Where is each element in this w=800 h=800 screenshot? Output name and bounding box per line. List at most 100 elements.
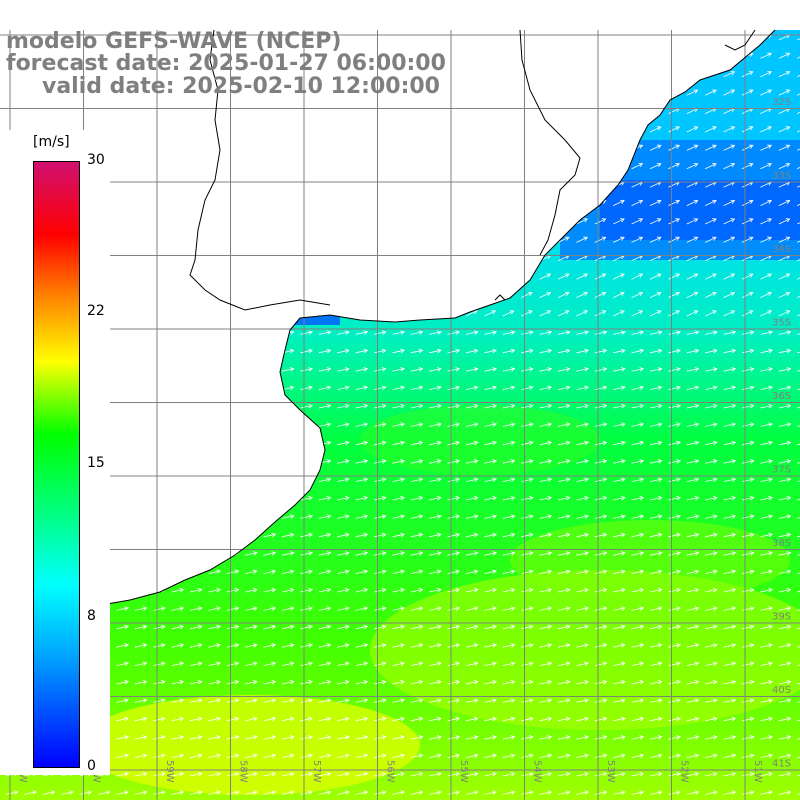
wind-arrow [649,679,663,685]
wind-arrow [263,330,277,335]
wind-arrow [613,716,626,722]
wind-arrow [134,236,147,243]
wind-arrow [705,698,718,703]
wind-arrow [723,330,737,335]
wind-arrow [263,403,277,409]
wind-arrow [355,514,369,519]
wind-arrow [318,144,331,151]
wind-arrow [429,477,442,483]
wind-arrow [208,771,221,777]
wind-arrow [171,422,185,427]
wind-arrow [245,218,257,225]
wind-arrow [171,459,185,464]
wind-arrow [61,107,73,114]
wind-arrow [208,477,221,483]
wind-arrow [668,735,681,740]
wind-arrow [171,624,185,630]
wind-arrow [631,126,644,133]
wind-arrow [447,735,461,740]
wind-arrow [613,403,626,409]
wind-arrow [245,569,258,575]
wind-arrow [760,89,773,96]
wind-arrow [465,385,479,391]
wind-arrow [521,255,533,262]
wind-arrow [318,587,332,593]
wind-arrow [649,735,663,740]
wind-arrow [226,477,240,483]
wind-arrow [631,495,645,501]
wind-arrow [465,89,478,96]
wind-arrow [355,735,369,740]
wind-arrow [760,291,773,298]
wind-arrow [502,236,515,243]
wind-arrow [594,459,608,464]
wind-arrow [613,71,625,78]
wind-arrow [613,790,626,795]
wind-arrow [484,477,497,483]
wind-arrow [705,569,718,575]
wind-arrow [263,753,277,759]
wind-arrow [337,126,349,133]
wind-arrow [116,385,129,391]
wind-arrow [392,459,405,464]
wind-arrow [134,606,148,611]
wind-arrow [576,624,589,630]
wind-arrow [134,587,148,593]
wind-arrow [797,643,800,648]
wind-arrow [613,495,626,501]
wind-arrow [594,89,607,96]
wind-arrow [521,532,534,538]
longitude-label: 57W [311,760,322,783]
wind-arrow [557,790,571,795]
wind-arrow [318,698,332,703]
wind-arrow [649,477,663,483]
wind-arrow [502,71,515,78]
wind-arrow [465,107,478,114]
wind-arrow [318,514,332,519]
wind-arrow [116,144,129,151]
wind-arrow [778,753,792,759]
wind-arrow [778,440,792,446]
wind-arrow [723,753,737,759]
wind-arrow [300,495,313,501]
wind-arrow [300,698,313,703]
longitude-label: 53W [605,760,616,783]
wind-arrow [576,790,589,795]
wind-arrow [705,495,718,501]
wind-arrow [263,348,277,354]
wind-arrow [649,771,663,777]
wind-arrow [686,440,700,446]
wind-arrow [373,495,387,501]
wind-arrow [668,367,681,372]
wind-arrow [392,679,405,685]
wind-arrow [686,71,699,78]
wind-arrow [300,126,313,133]
wind-arrow [263,144,276,151]
wind-arrow [300,569,313,575]
wind-arrow [576,89,589,96]
wind-arrow [429,753,442,759]
wind-arrow [373,532,387,538]
wind-arrow [797,181,800,188]
wind-arrow [741,643,755,648]
wind-arrow [686,367,700,372]
wind-arrow [502,514,516,519]
wind-arrow [539,551,553,556]
wind-arrow [134,514,148,519]
wind-arrow [373,587,387,593]
wind-arrow [649,422,663,427]
wind-arrow [649,163,662,170]
wind-arrow [557,291,570,298]
wind-arrow [557,771,571,777]
wind-arrow [337,310,349,317]
wind-arrow [686,144,699,151]
wind-arrow [465,367,479,372]
wind-arrow [392,403,405,409]
wind-arrow [778,459,792,464]
wind-arrow [723,735,737,740]
wind-arrow [226,440,240,446]
wind-arrow [741,679,755,685]
wind-arrow [171,771,185,777]
wind-arrow [631,790,645,795]
wind-arrow [281,753,295,759]
